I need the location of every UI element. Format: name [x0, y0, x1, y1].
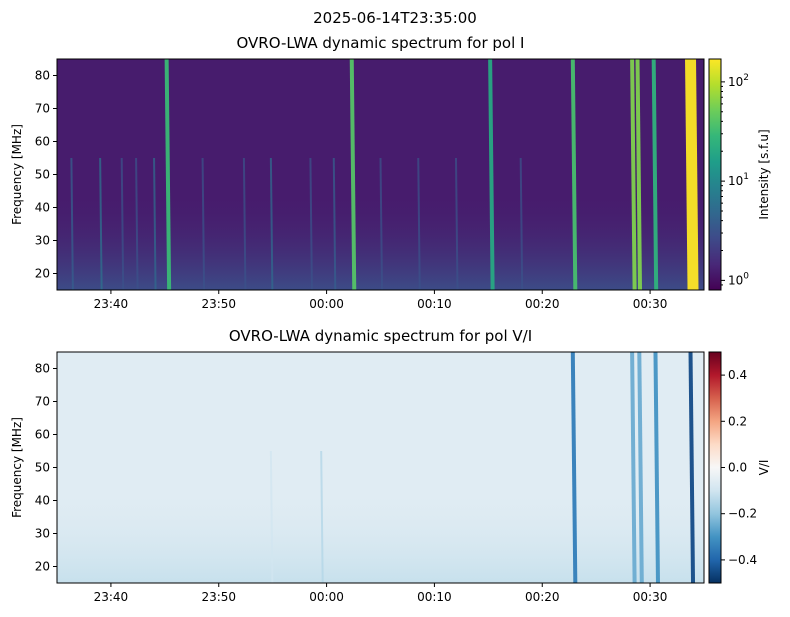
burst-mark [269, 158, 274, 290]
colorbar-tick-label: 0.4 [728, 368, 747, 382]
chart-title: OVRO-LWA dynamic spectrum for pol V/I [229, 327, 532, 345]
colorbar-tick-label: 0.0 [728, 461, 747, 475]
colorbar-tick-exponent: 1 [743, 172, 749, 182]
colorbar-tick-base: 10 [728, 174, 743, 188]
burst-mark [349, 59, 357, 290]
y-tick-label: 60 [35, 428, 50, 442]
x-tick-label: 00:00 [309, 297, 344, 311]
burst-mark [454, 158, 459, 290]
colorbar-label: V/I [757, 460, 771, 476]
colorbar-tick-label: 0.2 [728, 414, 747, 428]
panel-pol-i: OVRO-LWA dynamic spectrum for pol I 23:40… [10, 34, 771, 311]
burst-mark [688, 352, 696, 583]
colorbar-tick-label: −0.4 [728, 553, 757, 567]
y-tick-label: 80 [35, 69, 50, 83]
colorbar-tick-label: 100 [728, 271, 749, 287]
y-axis-label: Frequency [MHz] [10, 124, 24, 225]
y-tick-label: 40 [35, 201, 50, 215]
burst-mark [99, 158, 103, 290]
y-tick-label: 80 [35, 362, 50, 376]
colorbar-tick-label: 101 [728, 172, 749, 188]
burst-mark [120, 158, 125, 290]
x-tick-label: 23:50 [201, 297, 236, 311]
burst-mark [630, 59, 637, 290]
colorbar-label: Intensity [s.f.u] [757, 129, 771, 219]
burst-mark [651, 59, 659, 290]
y-tick-label: 50 [35, 461, 50, 475]
x-tick-label: 23:40 [94, 297, 129, 311]
colorbar [708, 351, 722, 584]
colorbar [708, 58, 722, 291]
burst-mark [164, 59, 172, 290]
burst-mark [685, 59, 699, 290]
panel-pol-v-over-i: OVRO-LWA dynamic spectrum for pol V/I 23:… [10, 327, 771, 604]
burst-mark [570, 59, 578, 290]
y-tick-label: 30 [35, 234, 50, 248]
x-tick-label: 00:10 [417, 297, 452, 311]
colorbar-tick-exponent: 2 [743, 73, 749, 83]
burst-mark [153, 158, 157, 290]
burst-mark [653, 352, 660, 583]
burst-mark [379, 158, 383, 290]
burst-mark [488, 59, 495, 290]
y-tick-label: 20 [35, 267, 50, 281]
colorbar-tick-base: 10 [728, 75, 743, 89]
burst-mark [269, 451, 274, 583]
chart-title: OVRO-LWA dynamic spectrum for pol I [237, 34, 525, 52]
y-axis-label: Frequency [MHz] [10, 417, 24, 518]
burst-layer [70, 59, 699, 290]
x-tick-label: 00:30 [633, 590, 668, 604]
burst-mark [635, 59, 643, 290]
y-tick-label: 70 [35, 102, 50, 116]
x-tick-label: 00:30 [633, 297, 668, 311]
y-tick-label: 40 [35, 494, 50, 508]
figure-suptitle: 2025-06-14T23:35:00 [313, 9, 477, 27]
x-tick-label: 23:50 [201, 590, 236, 604]
x-tick-label: 00:20 [525, 297, 560, 311]
y-tick-label: 30 [35, 527, 50, 541]
x-tick-label: 00:20 [525, 590, 560, 604]
burst-layer [269, 352, 696, 583]
burst-mark [637, 352, 644, 583]
burst-mark [630, 352, 637, 583]
burst-mark [70, 158, 74, 290]
x-tick-label: 00:10 [417, 590, 452, 604]
colorbar-tick-base: 10 [728, 273, 743, 287]
burst-mark [201, 158, 206, 290]
x-tick-label: 00:00 [309, 590, 344, 604]
burst-mark [570, 352, 578, 583]
y-tick-label: 70 [35, 395, 50, 409]
burst-mark [135, 158, 139, 290]
burst-mark [519, 158, 524, 290]
y-tick-label: 60 [35, 135, 50, 149]
colorbar-tick-label: −0.2 [728, 507, 757, 521]
y-tick-label: 50 [35, 168, 50, 182]
burst-mark [417, 158, 421, 290]
y-tick-label: 20 [35, 560, 50, 574]
burst-mark [242, 158, 247, 290]
x-tick-label: 23:40 [94, 590, 129, 604]
colorbar-tick-label: 102 [728, 73, 749, 89]
burst-mark [309, 158, 313, 290]
burst-mark [332, 158, 337, 290]
colorbar-tick-exponent: 0 [743, 271, 749, 281]
heatmap-lowfreq-band [57, 484, 704, 583]
burst-mark [320, 451, 324, 583]
